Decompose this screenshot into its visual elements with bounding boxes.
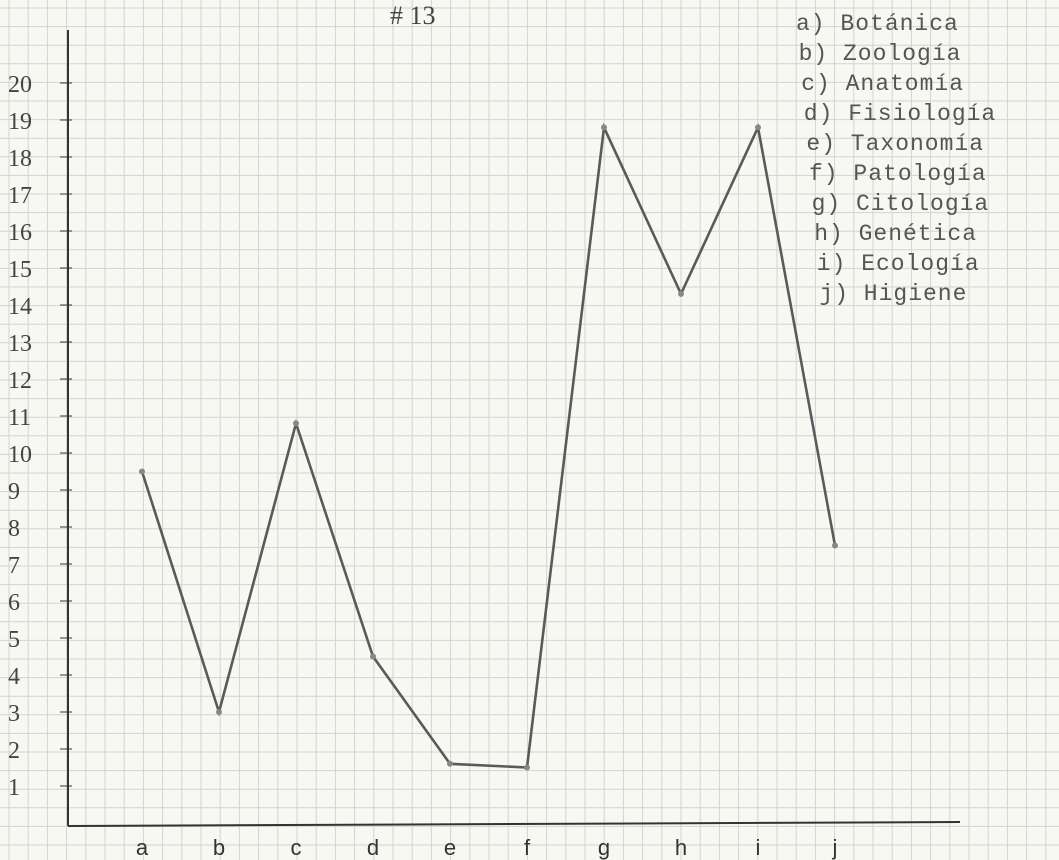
x-tick-label: b xyxy=(213,835,225,860)
x-axis xyxy=(67,821,961,827)
legend-entry: f) Patología xyxy=(809,161,987,187)
data-point xyxy=(216,709,222,715)
legend-entry: b) Zoología xyxy=(799,41,962,67)
y-tick-label: 8 xyxy=(8,516,20,542)
legend-entry: g) Citología xyxy=(812,191,990,217)
legend-entry: i) Ecología xyxy=(817,251,980,277)
y-tick-label: 14 xyxy=(8,294,32,320)
data-point xyxy=(755,124,761,131)
chart-title: # 13 xyxy=(390,1,436,30)
y-tick-label: 7 xyxy=(8,553,20,579)
data-point xyxy=(678,290,684,297)
x-tick-label: f xyxy=(524,835,531,860)
y-tick-label: 16 xyxy=(8,220,32,246)
x-tick-label: g xyxy=(598,835,610,860)
legend-entry: d) Fisiología xyxy=(804,101,996,127)
y-tick-label: 20 xyxy=(8,72,32,98)
data-point xyxy=(601,124,607,131)
x-tick-label: e xyxy=(444,835,456,860)
series-line xyxy=(140,122,837,769)
y-tick-label: 2 xyxy=(8,738,20,764)
legend-entry: c) Anatomía xyxy=(801,71,964,97)
y-tick-label: 5 xyxy=(8,627,20,653)
y-tick-label: 4 xyxy=(8,664,20,690)
x-tick-label: j xyxy=(832,835,838,860)
x-tick-label: d xyxy=(367,835,379,860)
chart-axes xyxy=(67,30,961,827)
y-tick-label: 19 xyxy=(8,109,32,135)
y-tick-label: 10 xyxy=(8,442,32,468)
x-tick-label: i xyxy=(756,835,761,860)
y-tick-label: 6 xyxy=(8,590,20,616)
data-point xyxy=(524,764,530,771)
y-tick-label: 11 xyxy=(8,405,31,431)
x-tick-label: h xyxy=(675,835,687,860)
x-tick-label: c xyxy=(291,835,302,860)
data-point xyxy=(832,542,838,549)
y-tick-label: 15 xyxy=(8,257,32,283)
y-tick-label: 18 xyxy=(8,146,32,172)
y-tick-label: 13 xyxy=(8,331,32,357)
legend-entry: e) Taxonomía xyxy=(806,131,984,157)
series-group xyxy=(139,122,838,771)
legend: a) Botánica b) Zoología c) Anatomía d) Fisi… xyxy=(796,11,996,307)
data-point xyxy=(139,468,145,475)
legend-entry: j) Higiene xyxy=(819,281,967,307)
data-point xyxy=(293,420,299,427)
data-point xyxy=(447,760,453,767)
x-tick-labels: a b c d e f g h i j xyxy=(136,835,838,860)
y-tick-label: 1 xyxy=(8,775,20,801)
y-tick-label: 3 xyxy=(8,701,20,727)
y-tick-label: 12 xyxy=(8,368,32,394)
y-tick-label: 17 xyxy=(8,183,32,209)
y-tick-label: 9 xyxy=(8,479,20,505)
legend-entry: h) Genética xyxy=(814,221,977,247)
x-tick-label: a xyxy=(136,835,149,860)
data-point xyxy=(370,653,376,660)
legend-entry: a) Botánica xyxy=(796,11,959,37)
